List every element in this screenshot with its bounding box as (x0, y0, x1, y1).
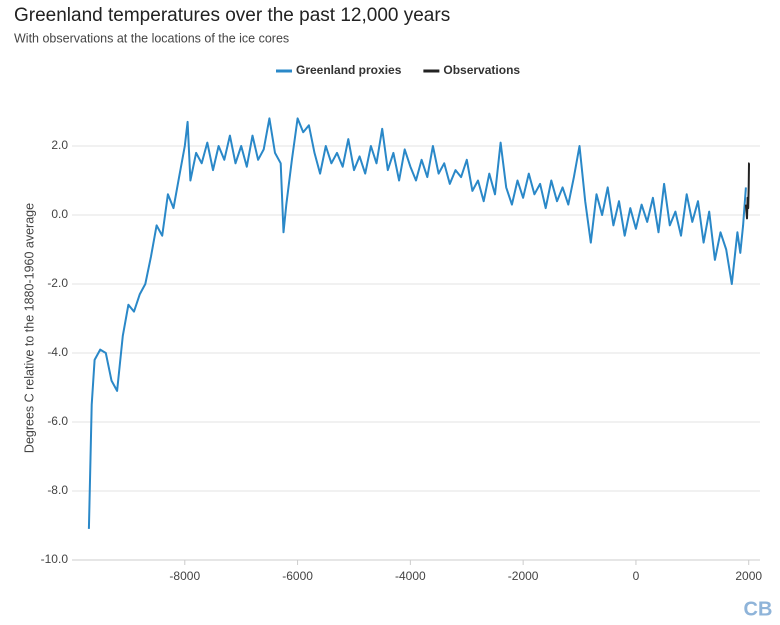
legend-label: Observations (443, 63, 520, 77)
x-tick-label: -2000 (508, 569, 539, 583)
logo: CB (744, 598, 773, 620)
chart-title: Greenland temperatures over the past 12,… (14, 5, 450, 26)
series-line (744, 162, 750, 220)
y-tick-label: -2.0 (47, 276, 68, 290)
x-tick-label: 0 (633, 569, 640, 583)
y-tick-label: -4.0 (47, 345, 68, 359)
y-tick-label: 0.0 (51, 207, 68, 221)
series-line (87, 117, 747, 529)
y-tick-label: 2.0 (51, 138, 68, 152)
legend-label: Greenland proxies (296, 63, 402, 77)
y-tick-label: -6.0 (47, 414, 68, 428)
y-axis-label: Degrees C relative to the 1880-1960 aver… (22, 203, 36, 453)
x-tick-label: -8000 (169, 569, 200, 583)
y-tick-label: -10.0 (41, 552, 69, 566)
x-tick-label: -4000 (395, 569, 426, 583)
x-tick-label: 2000 (735, 569, 762, 583)
chart-subtitle: With observations at the locations of th… (14, 31, 289, 45)
x-tick-label: -6000 (282, 569, 313, 583)
y-tick-label: -8.0 (47, 483, 68, 497)
